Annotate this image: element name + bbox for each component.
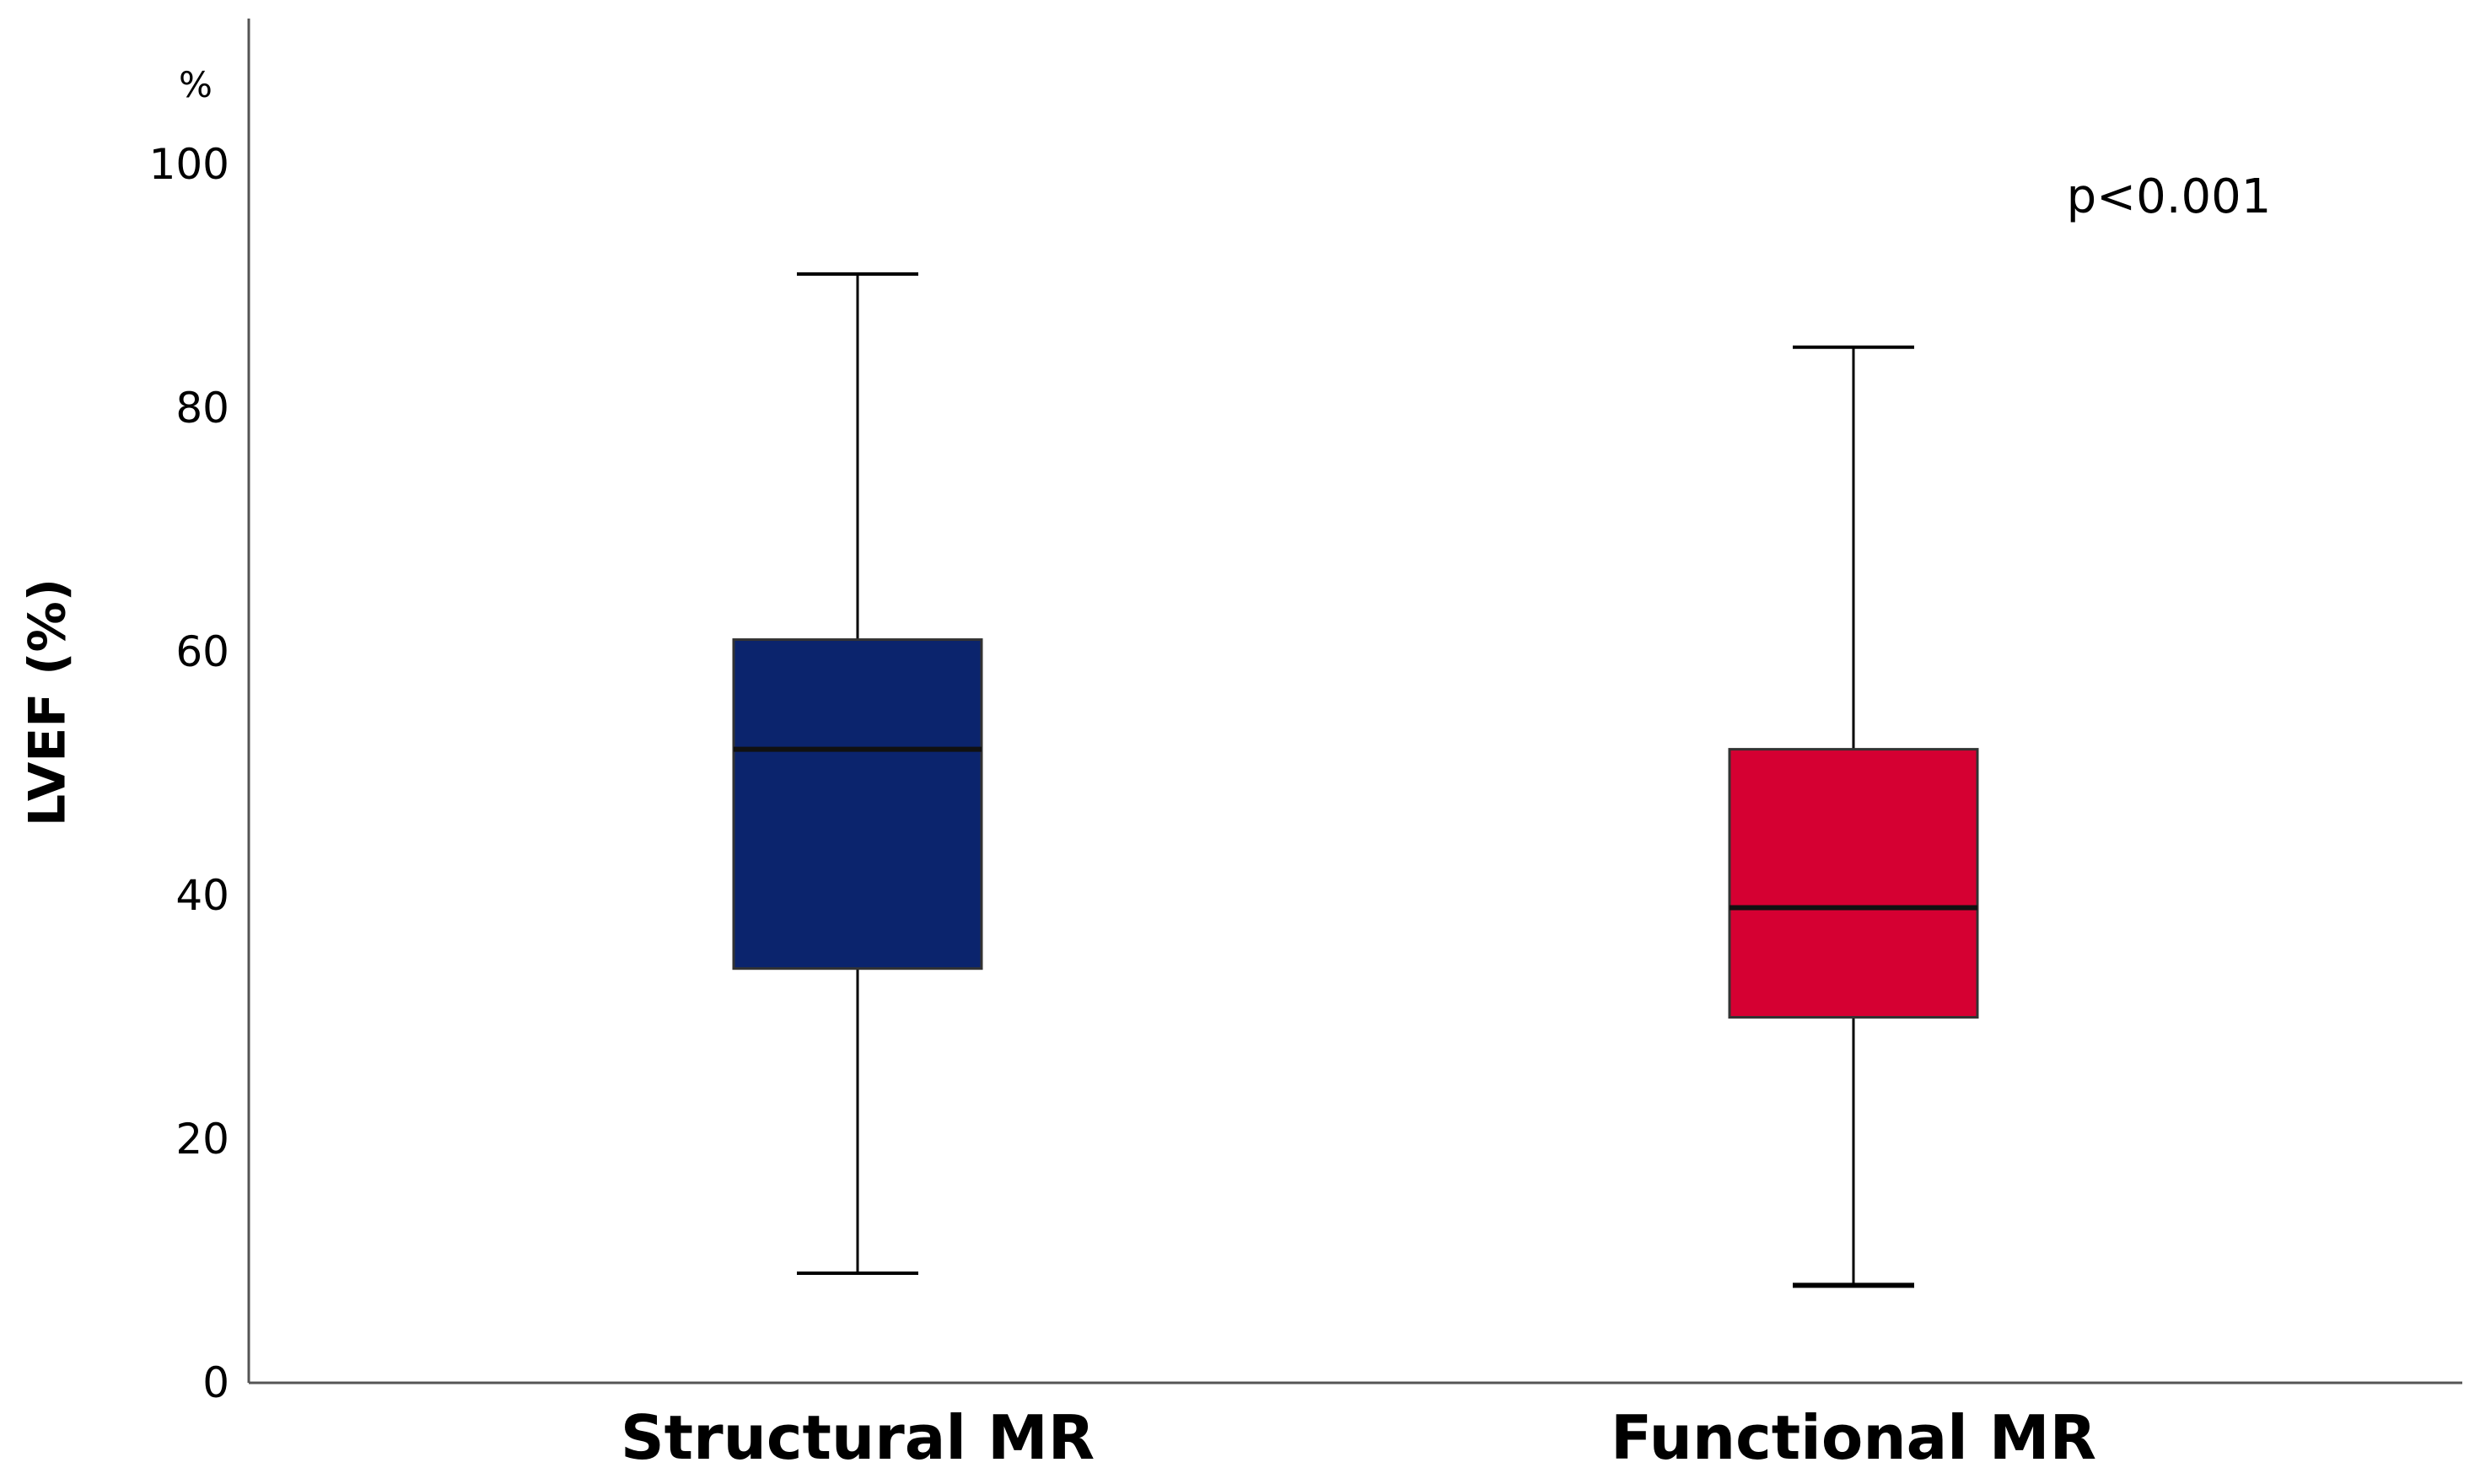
y-tick-label: 40 (175, 871, 229, 920)
y-tick-label: 60 (175, 627, 229, 676)
boxes: Structural MR Functional MR (621, 272, 2096, 1473)
y-tick-label: 20 (175, 1115, 229, 1164)
labels: % LVEF (%) p<0.001 (19, 64, 2272, 826)
p-value-annotation: p<0.001 (2067, 169, 2272, 224)
box-group: Structural MR (621, 272, 1095, 1473)
category-label: Functional MR (1611, 1402, 2096, 1473)
axes (247, 19, 2462, 1385)
y-tick-label: 100 (149, 140, 229, 189)
y-ticks: 0 20 40 60 80 100 (149, 140, 229, 1407)
iqr-box (732, 638, 983, 971)
y-tick-label: 0 (202, 1358, 229, 1407)
y-axis-title: LVEF (%) (19, 578, 78, 826)
box-group: Functional MR (1611, 345, 2096, 1473)
category-label: Structural MR (621, 1402, 1095, 1473)
y-tick-label: 80 (175, 384, 229, 433)
iqr-box (1728, 748, 1979, 1019)
y-unit-label: % (179, 64, 212, 105)
